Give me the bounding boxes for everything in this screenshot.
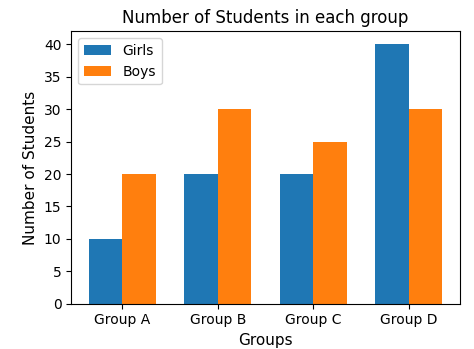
Bar: [375, 44, 409, 304]
Title: Number of Students in each group: Number of Students in each group: [122, 9, 409, 27]
Bar: [89, 239, 122, 304]
Bar: [280, 174, 313, 304]
X-axis label: Groups: Groups: [238, 333, 293, 348]
Bar: [184, 174, 218, 304]
Legend: Girls, Boys: Girls, Boys: [78, 38, 162, 84]
Bar: [218, 109, 251, 304]
Bar: [313, 142, 346, 304]
Bar: [122, 174, 155, 304]
Y-axis label: Number of Students: Number of Students: [23, 90, 38, 245]
Bar: [409, 109, 442, 304]
